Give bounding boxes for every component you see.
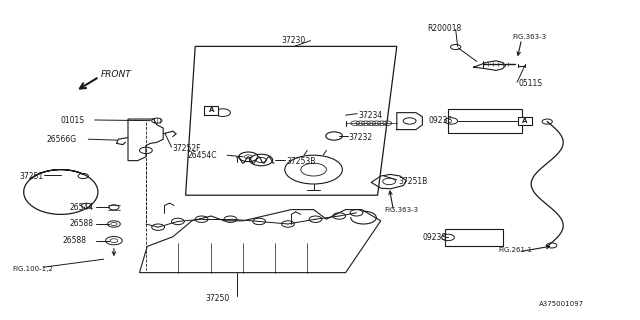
Text: 0923S: 0923S bbox=[429, 116, 453, 124]
Text: FRONT: FRONT bbox=[101, 70, 132, 79]
Text: R200018: R200018 bbox=[428, 24, 462, 33]
Text: A: A bbox=[209, 108, 214, 113]
Text: 37251: 37251 bbox=[19, 172, 44, 180]
Text: 0923S: 0923S bbox=[422, 233, 447, 242]
Text: 0101S: 0101S bbox=[61, 116, 84, 124]
Text: A: A bbox=[522, 118, 527, 124]
Text: 26454C: 26454C bbox=[188, 151, 217, 160]
Text: 37230: 37230 bbox=[282, 36, 306, 44]
Text: 0511S: 0511S bbox=[518, 79, 543, 88]
Bar bbox=[448, 109, 522, 133]
Text: 37234: 37234 bbox=[358, 111, 383, 120]
Text: 26566G: 26566G bbox=[46, 135, 76, 144]
Text: FIG.363-3: FIG.363-3 bbox=[384, 207, 418, 212]
Text: 26588: 26588 bbox=[63, 236, 87, 245]
Text: 37252F: 37252F bbox=[173, 144, 202, 153]
Text: 37250: 37250 bbox=[205, 294, 230, 303]
Text: 26588: 26588 bbox=[69, 220, 93, 228]
Bar bbox=[445, 229, 503, 246]
Text: A375001097: A375001097 bbox=[539, 301, 584, 307]
Text: 37232: 37232 bbox=[349, 133, 373, 142]
Bar bbox=[518, 117, 532, 125]
Text: 37253B: 37253B bbox=[287, 157, 316, 166]
Bar bbox=[204, 106, 218, 115]
Text: FIG.363-3: FIG.363-3 bbox=[512, 34, 546, 40]
Text: FIG.100-1,2: FIG.100-1,2 bbox=[13, 267, 54, 272]
Text: 37251B: 37251B bbox=[398, 177, 428, 186]
Text: 26544: 26544 bbox=[69, 203, 93, 212]
Text: FIG.261-1: FIG.261-1 bbox=[498, 247, 532, 253]
